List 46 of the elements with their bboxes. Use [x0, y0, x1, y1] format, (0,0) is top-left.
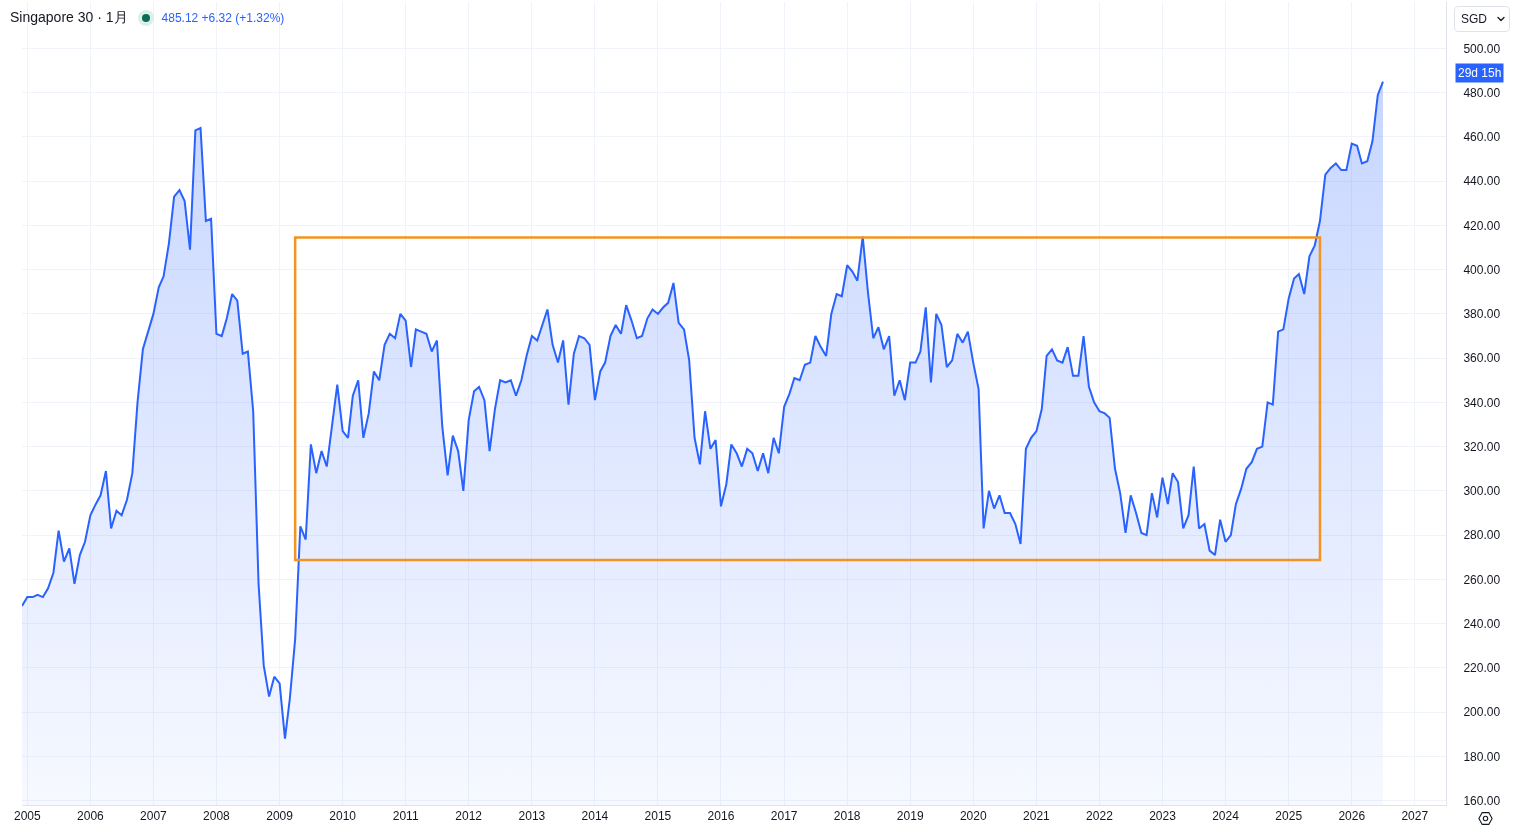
y-tick-label: 400.00 [1463, 262, 1501, 277]
y-tick-label: 460.00 [1463, 130, 1501, 145]
x-tick-label: 2027 [1401, 809, 1429, 824]
y-tick-label: 220.00 [1463, 661, 1501, 676]
x-tick-label: 2016 [707, 809, 735, 824]
x-tick-label: 2006 [77, 809, 105, 824]
text: 485.12 +6.32 (+1.32%) [161, 11, 285, 25]
y-tick-label: 240.00 [1463, 616, 1501, 631]
y-tick-label: 260.00 [1463, 572, 1501, 587]
y-tick-label: 280.00 [1463, 528, 1501, 543]
y-tick-label: 380.00 [1463, 307, 1501, 322]
text: 29d 15h [1458, 66, 1502, 80]
x-tick-label: 2023 [1149, 809, 1177, 824]
y-tick-label: 320.00 [1463, 439, 1501, 454]
x-tick-label: 2008 [203, 809, 231, 824]
x-tick-label: 2021 [1023, 809, 1051, 824]
x-tick-label: 2010 [329, 809, 357, 824]
y-tick-label: 200.00 [1463, 705, 1501, 720]
x-tick-label: 2025 [1275, 809, 1303, 824]
x-tick-label: 2015 [644, 809, 672, 824]
x-tick-label: 2018 [833, 809, 861, 824]
y-tick-label: 500.00 [1463, 41, 1501, 56]
y-tick-label: 340.00 [1463, 395, 1501, 410]
x-tick-label: 2012 [455, 809, 483, 824]
y-tick-label: 480.00 [1463, 85, 1501, 100]
x-tick-label: 2011 [392, 809, 419, 824]
y-tick-label: 160.00 [1463, 793, 1501, 808]
x-tick-label: 2022 [1086, 809, 1114, 824]
x-tick-label: 2014 [581, 809, 609, 824]
x-tick-label: 2017 [770, 809, 798, 824]
y-axis-title: SGD [1460, 12, 1487, 26]
y-tick-label: 300.00 [1463, 484, 1501, 499]
x-tick-label: 2026 [1338, 809, 1366, 824]
x-tick-label: 2019 [896, 809, 924, 824]
x-tick-label: 2020 [959, 809, 987, 824]
x-tick-label: 2009 [266, 809, 294, 824]
y-tick-label: 440.00 [1463, 174, 1501, 189]
x-tick-label: 2013 [518, 809, 546, 824]
x-tick-label: 2024 [1212, 809, 1240, 824]
y-tick-label: 420.00 [1463, 218, 1501, 233]
x-tick-label: 2005 [14, 809, 42, 824]
y-tick-label: 360.00 [1463, 351, 1501, 366]
y-tick-label: 180.00 [1463, 749, 1501, 764]
text: Singapore 30 · 1月 [10, 9, 128, 27]
x-tick-label: 2007 [140, 809, 168, 824]
currency-dropdown: SGD [1454, 6, 1510, 32]
